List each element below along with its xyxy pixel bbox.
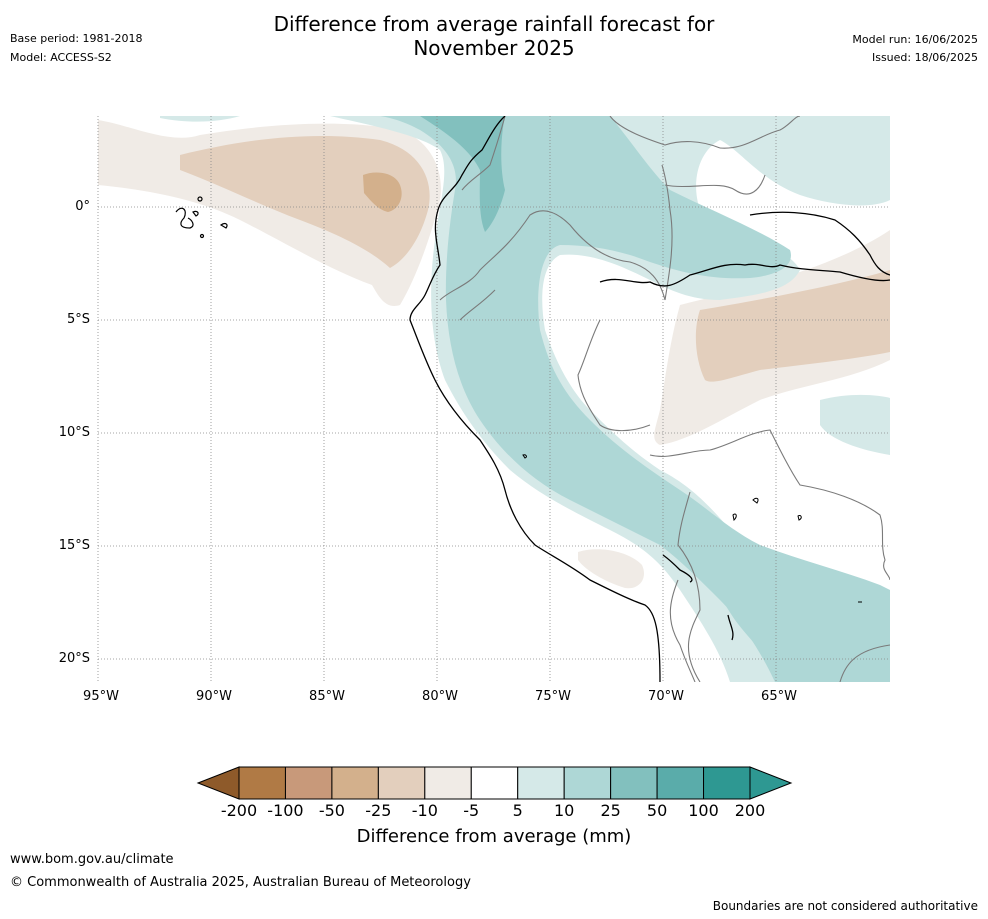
disclaimer-text: Boundaries are not considered authoritat… — [712, 899, 978, 913]
colorbar-cell — [470, 766, 519, 800]
galapagos-islands — [175, 196, 228, 239]
lon-label-65w: 65°W — [761, 689, 797, 704]
colorbar-cell — [703, 766, 751, 800]
lat-label-5s: 5°S — [66, 312, 90, 327]
colorbar-tick-label: 25 — [600, 801, 621, 820]
colorbar-cell — [517, 766, 565, 800]
map-title: Difference from average rainfall forecas… — [0, 12, 988, 60]
colorbar-tick-label: -10 — [411, 801, 438, 820]
map-plot-area — [98, 116, 890, 682]
colorbar-cell — [424, 766, 472, 800]
colorbar-tick-label: -200 — [220, 801, 258, 820]
colorbar-cell — [656, 766, 705, 800]
colorbar-tick-label: 100 — [688, 801, 719, 820]
lon-label-90w: 90°W — [196, 689, 232, 704]
title-line-2: November 2025 — [413, 36, 575, 60]
dry-region-10-offshore — [180, 135, 430, 268]
lat-label-20s: 20°S — [58, 651, 90, 666]
issued-text: Issued: 18/06/2025 — [871, 51, 978, 64]
lon-label-75w: 75°W — [535, 689, 571, 704]
colorbar-tick-label: -100 — [267, 801, 304, 820]
model-text: Model: ACCESS-S2 — [10, 51, 112, 64]
lon-label-95w: 95°W — [83, 689, 119, 704]
colorbar-tick-label: 50 — [646, 801, 668, 820]
colorbar-extend-low — [196, 766, 240, 800]
dry-region-25-offshore — [363, 172, 402, 212]
colorbar-extend-high — [749, 766, 793, 800]
colorbar-label: Difference from average (mm) — [356, 826, 632, 847]
lat-label-10s: 10°S — [58, 425, 90, 440]
wet-region-10-east — [820, 394, 890, 455]
wet-region-10-top — [160, 116, 240, 122]
lon-label-80w: 80°W — [422, 689, 458, 704]
copyright-text: © Commonwealth of Australia 2025, Austra… — [10, 875, 471, 890]
lakes — [522, 454, 862, 603]
lat-label-0: 0° — [75, 199, 90, 214]
colorbar-tick-label: 10 — [553, 801, 575, 820]
colorbar-cell — [238, 766, 286, 800]
colorbar-tick-label: -50 — [318, 801, 345, 820]
colorbar-cell — [284, 766, 333, 800]
lon-label-70w: 70°W — [648, 689, 684, 704]
graticule — [97, 116, 890, 682]
colorbar-cell — [331, 766, 379, 800]
model-run-text: Model run: 16/06/2025 — [852, 33, 978, 46]
coastline — [409, 116, 890, 682]
dry-region-5-south — [578, 549, 645, 589]
base-period-text: Base period: 1981-2018 — [10, 32, 143, 45]
lat-label-15s: 15°S — [58, 538, 90, 553]
wet-region-10-northeast — [770, 126, 890, 198]
colorbar-cell — [610, 766, 658, 800]
colorbar-cell — [563, 766, 612, 800]
lon-label-85w: 85°W — [309, 689, 345, 704]
wet-region-25-south — [719, 581, 890, 682]
country-borders — [439, 116, 890, 682]
colorbar-tick-label: 200 — [734, 801, 766, 820]
colorbar-tick-label: 5 — [512, 801, 523, 820]
colorbar — [196, 766, 793, 800]
title-line-1: Difference from average rainfall forecas… — [273, 12, 715, 36]
wet-region-50-north — [420, 116, 505, 232]
bom-url-link[interactable]: www.bom.gov.au/climate — [10, 852, 174, 867]
wet-region-25-main — [380, 116, 890, 682]
dry-region-10-east — [695, 270, 890, 382]
colorbar-tick-label: -25 — [365, 801, 392, 820]
colorbar-cell — [377, 766, 426, 800]
colorbar-tick-label: -5 — [463, 801, 480, 820]
